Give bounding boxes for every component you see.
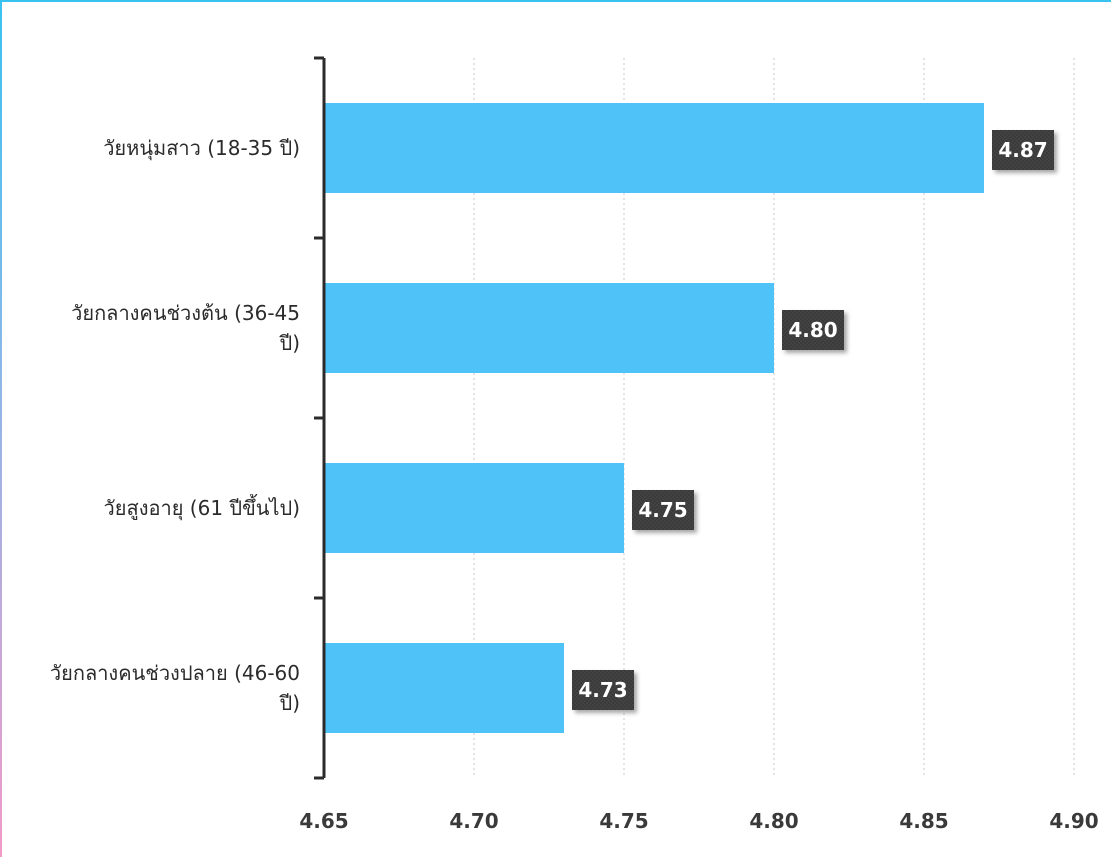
x-tick-labels: 4.65 4.70 4.75 4.80 4.85 4.90 (299, 809, 1098, 833)
bar (325, 103, 984, 193)
x-tick-label: 4.80 (749, 809, 798, 833)
x-tick-label: 4.70 (449, 809, 498, 833)
x-tick-label: 4.65 (299, 809, 348, 833)
category-label: วัยกลางคนช่วงปลาย (46-60 (50, 661, 300, 685)
value-label-box (992, 130, 1054, 170)
frame-top-border (0, 0, 1111, 2)
value-labels: 4.87 4.80 4.75 4.73 (572, 130, 1054, 710)
bars (325, 103, 984, 733)
category-label: ปี) (279, 331, 300, 355)
category-label: วัยหนุ่มสาว (18-35 ปี) (103, 136, 300, 161)
frame-left-border (0, 0, 2, 857)
value-label: 4.87 (992, 130, 1054, 170)
value-label-box (572, 670, 634, 710)
bar (325, 283, 774, 373)
x-tick-label: 4.90 (1049, 809, 1098, 833)
value-label-text: 4.80 (788, 318, 837, 342)
bar (325, 463, 624, 553)
value-label-text: 4.87 (998, 138, 1047, 162)
value-label: 4.80 (782, 310, 844, 350)
category-label: วัยกลางคนช่วงต้น (36-45 (71, 301, 300, 325)
bar (325, 643, 564, 733)
category-labels: วัยหนุ่มสาว (18-35 ปี) วัยกลางคนช่วงต้น (… (50, 136, 300, 715)
x-tick-label: 4.85 (899, 809, 948, 833)
value-label-box (782, 310, 844, 350)
category-label: ปี) (279, 691, 300, 715)
category-label: วัยสูงอายุ (61 ปีขึ้นไป) (104, 494, 300, 521)
x-tick-label: 4.75 (599, 809, 648, 833)
value-label: 4.73 (572, 670, 634, 710)
value-label-text: 4.75 (638, 498, 687, 522)
value-label-box (632, 490, 694, 530)
value-label: 4.75 (632, 490, 694, 530)
value-label-text: 4.73 (578, 678, 627, 702)
y-axis (314, 56, 326, 780)
